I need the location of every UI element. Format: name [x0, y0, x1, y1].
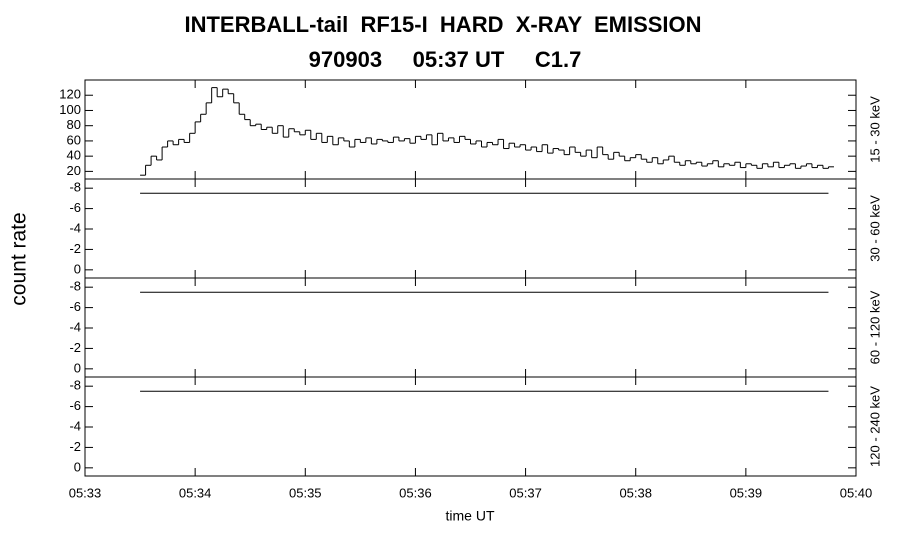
side-label: 30 - 60 keV — [867, 195, 882, 262]
y-tick-label: -4 — [69, 220, 81, 235]
y-tick-label: -2 — [69, 340, 81, 355]
y-tick-label: -4 — [69, 418, 81, 433]
y-tick-label: 0 — [74, 360, 81, 375]
side-label: 120 - 240 keV — [867, 386, 882, 467]
x-tick-label: 05:34 — [179, 485, 212, 500]
y-tick-label: 40 — [67, 148, 81, 163]
x-tick-label: 05:39 — [730, 485, 763, 500]
y-tick-label: 100 — [59, 102, 81, 117]
y-tick-label: -6 — [69, 299, 81, 314]
y-tick-label: 120 — [59, 87, 81, 102]
plot-frame — [84, 376, 857, 477]
x-tick-label: 05:36 — [399, 485, 432, 500]
chart-title: INTERBALL-tail RF15-I HARD X-RAY EMISSIO… — [184, 12, 701, 37]
x-tick-label: 05:38 — [619, 485, 652, 500]
side-label: 15 - 30 keV — [867, 96, 882, 163]
y-tick-label: -8 — [69, 378, 81, 393]
y-tick-label: -2 — [69, 439, 81, 454]
x-tick-label: 05:40 — [840, 485, 873, 500]
y-tick-label: -8 — [69, 180, 81, 195]
x-axis-label: time UT — [446, 508, 495, 524]
plot-frame — [84, 178, 857, 279]
y-tick-label: 20 — [67, 163, 81, 178]
y-tick-label: 0 — [74, 261, 81, 276]
y-tick-label: -6 — [69, 200, 81, 215]
y-axis-label: count rate — [8, 212, 31, 305]
chart-subtitle: 970903 05:37 UT C1.7 — [309, 47, 582, 72]
y-tick-label: -2 — [69, 241, 81, 256]
x-tick-label: 05:33 — [69, 485, 102, 500]
side-label: 60 - 120 keV — [867, 290, 882, 364]
y-tick-label: -6 — [69, 398, 81, 413]
plot-frame — [84, 277, 857, 378]
x-tick-label: 05:35 — [289, 485, 322, 500]
x-tick-label: 05:37 — [509, 485, 542, 500]
y-tick-label: 0 — [74, 459, 81, 474]
y-tick-label: 60 — [67, 132, 81, 147]
y-tick-label: -4 — [69, 319, 81, 334]
y-tick-label: -8 — [69, 279, 81, 294]
y-tick-label: 80 — [67, 117, 81, 132]
